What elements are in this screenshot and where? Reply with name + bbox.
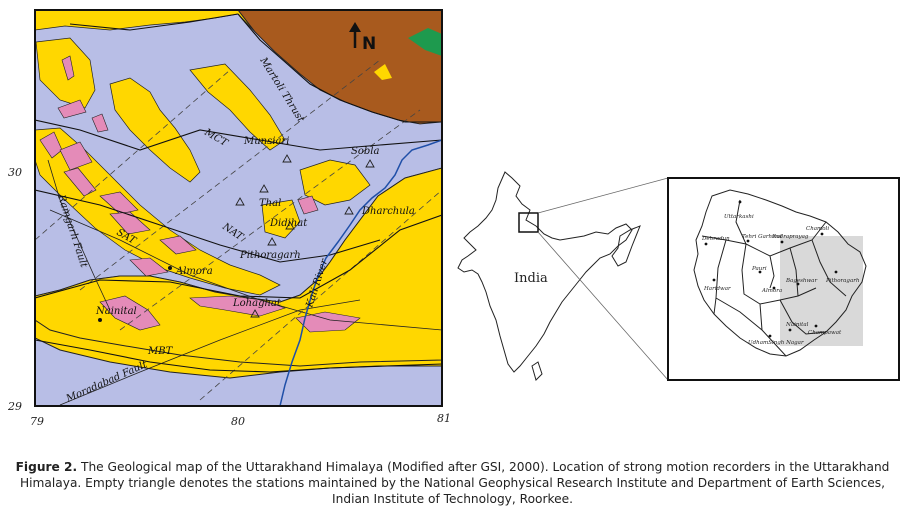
fault-lines (47, 159, 442, 406)
moradabad-fault-line (59, 299, 361, 406)
label-pithoragarh: Pithoragarh (239, 250, 301, 261)
district-pauri: Pauri (751, 266, 767, 272)
lon-label-80: 80 (231, 415, 245, 428)
station-munsiari (282, 154, 292, 163)
nainital-dot (98, 318, 102, 322)
yellow-ridge-1 (109, 77, 201, 183)
martoli-thrust-line (237, 13, 442, 123)
yellow-ridge-2 (189, 63, 286, 151)
caption-figure-label: Figure 2. (15, 460, 78, 474)
india-outline (457, 171, 633, 373)
sri-lanka (531, 361, 543, 381)
district-udhamsingh-nagar: UdhamSingh Nagar (748, 340, 804, 346)
granite-lenses (39, 55, 361, 333)
green-patch (408, 28, 442, 56)
station-sobla (365, 159, 375, 168)
mct-line (35, 119, 442, 151)
yellow-ridge-5 (35, 37, 96, 109)
lon-label-81: 81 (437, 412, 451, 425)
district-rudraprayag: Rudraprayag (771, 234, 809, 240)
mbt-line (35, 339, 442, 373)
yellow-ridge-4 (35, 127, 281, 296)
station-lohaghat (250, 309, 260, 318)
label-lohaghat: Lohaghat (232, 298, 282, 309)
stations (235, 154, 375, 318)
district-pithoragarh: Pithoragarh (825, 278, 860, 284)
map-frame (34, 9, 443, 407)
north-label: N (362, 34, 376, 54)
district-haridwar: Haridwar (703, 286, 731, 292)
station-dharchula (344, 206, 354, 215)
label-sobla: Sobla (351, 146, 379, 157)
kali-river (279, 139, 442, 406)
label-nainital: Nainital (95, 306, 137, 317)
station-thal (259, 184, 269, 193)
caption-text: The Geological map of the Uttarakhand Hi… (19, 460, 890, 506)
district-dehradun: Dehradun (701, 236, 730, 242)
station-didihat (285, 221, 295, 230)
zoom-connector (537, 177, 669, 381)
label-dharchula: Dharchula (361, 206, 415, 217)
label-mbt: MBT (147, 346, 174, 357)
label-munsiari: Munsiari (243, 136, 289, 147)
district-champawat: Champawat (808, 330, 842, 336)
uttarakhand-box (518, 212, 539, 233)
lat-label-29: 29 (7, 400, 22, 413)
shaded-region (780, 236, 863, 346)
figure-caption: Figure 2. The Geological map of the Utta… (6, 459, 899, 507)
northeast-outline (611, 225, 641, 267)
station-pithoragarh (267, 237, 277, 246)
ramgarh-fault-line (47, 159, 111, 311)
district-map: Uttarkashi Chamoli Dehradun Tehri Garhwa… (667, 177, 900, 381)
district-bageshwar: Bageshwar (785, 278, 817, 284)
nat-line (35, 189, 381, 263)
yellow-ridge-3 (299, 159, 371, 206)
yellow-lens-brown (374, 64, 392, 80)
lat-label-30: 30 (8, 166, 22, 179)
thrust-upper (69, 13, 239, 31)
district-dots (704, 200, 838, 338)
label-didihat: Didihat (269, 218, 308, 229)
geological-map: N Munsiari Sobla Thal Dharchula Didihat … (7, 9, 451, 428)
district-tehri-garhwal: Tehri Garhwal (742, 234, 782, 240)
district-chamoli: Chamoli (806, 226, 829, 232)
thrust-mid (35, 214, 442, 299)
lineaments (35, 59, 442, 401)
india-label: India (514, 271, 548, 286)
district-almora: Almora (761, 288, 782, 294)
district-uttarkashi: Uttarkashi (724, 214, 754, 220)
yellow-lens-thal (261, 199, 301, 239)
north-arrow: N (349, 22, 376, 54)
thrust-lines (35, 13, 442, 373)
india-map: India (457, 171, 641, 381)
district-borders (701, 199, 847, 357)
label-almora: Almora (175, 266, 213, 277)
almora-dot (168, 266, 172, 270)
district-nainital: Nainital (785, 322, 809, 328)
lon-label-79: 79 (30, 415, 44, 428)
label-thal: Thal (259, 198, 281, 209)
